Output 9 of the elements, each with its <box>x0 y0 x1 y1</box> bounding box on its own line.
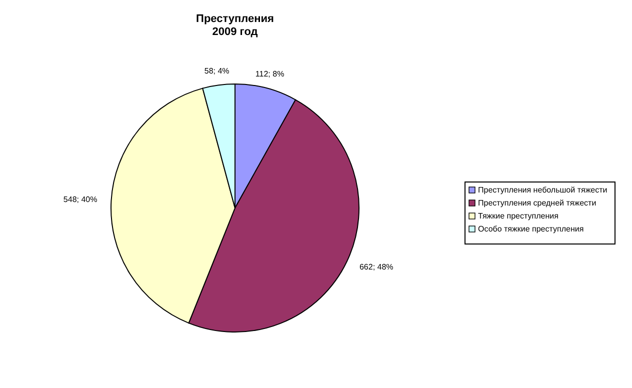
data-label: 662; 48% <box>359 262 394 272</box>
legend-label: Преступления средней тяжести <box>478 198 596 208</box>
legend-label: Особо тяжкие преступления <box>478 224 584 234</box>
legend-label: Преступления небольшой тяжести <box>478 186 608 195</box>
data-label: 112; 8% <box>255 70 284 79</box>
data-label: 58; 4% <box>204 66 230 76</box>
legend-label: Тяжкие преступления <box>478 212 558 221</box>
data-label: 548; 40% <box>63 194 98 204</box>
chart-title: Преступления 2009 год <box>196 13 274 38</box>
